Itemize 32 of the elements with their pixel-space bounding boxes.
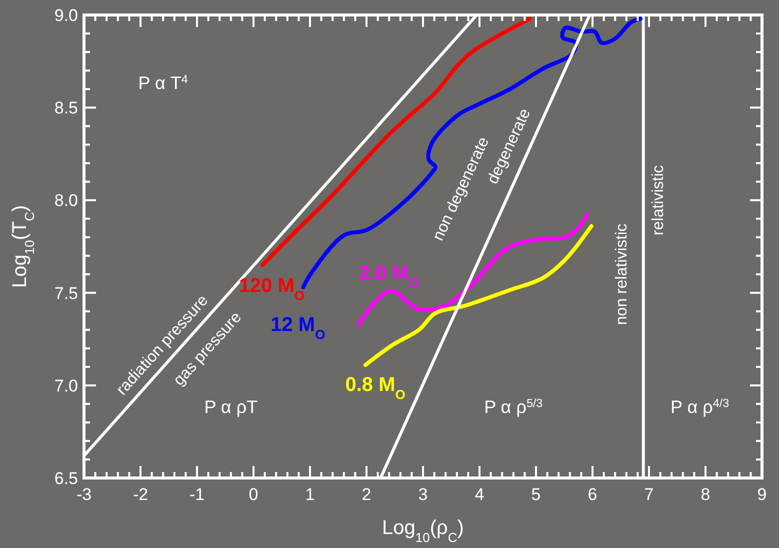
y-tick-label: 7.5 [54, 284, 78, 303]
series-label: 12 M$_{O}$ [270, 314, 326, 342]
x-tick-label: 5 [531, 485, 541, 504]
annotation: P α ρ$^{4/3}$ [670, 396, 730, 418]
annotation: relativistic [650, 165, 668, 236]
series-label: 2.0 M$_{O}$ [358, 262, 419, 290]
x-tick-label: -2 [132, 485, 148, 504]
x-tick-label: -3 [76, 485, 92, 504]
x-tick-label: 0 [248, 485, 258, 504]
y-tick-label: 8.5 [54, 98, 78, 118]
x-tick-label: 9 [757, 485, 767, 504]
x-axis-title: Log$_{10}$(ρ$_{C}$) [382, 517, 464, 544]
y-tick-label: 8.0 [54, 191, 78, 210]
x-tick-label: 8 [700, 485, 710, 504]
series-label: 120 M$_{O}$ [238, 275, 305, 303]
series-label: 0.8 M$_{O}$ [345, 374, 406, 402]
line-series [260, 16, 532, 268]
x-tick-label: 3 [418, 485, 428, 504]
x-tick-label: -1 [189, 485, 205, 504]
y-tick-label: 6.5 [54, 469, 78, 488]
x-tick-label: 4 [474, 485, 484, 504]
line-series [356, 213, 589, 326]
y-tick-label: 7.0 [54, 376, 78, 396]
annotation: non relativistic [613, 224, 630, 325]
annotation: P α ρT [204, 397, 258, 418]
annotation: P α T$^{4}$ [138, 72, 188, 94]
x-tick-label: 6 [588, 485, 598, 504]
x-tick-label: 1 [305, 485, 315, 504]
x-tick-label: 2 [362, 485, 372, 504]
x-tick-label: 7 [644, 485, 654, 504]
y-tick-label: 9.0 [54, 6, 78, 25]
annotation: P α ρ$^{5/3}$ [484, 396, 543, 418]
